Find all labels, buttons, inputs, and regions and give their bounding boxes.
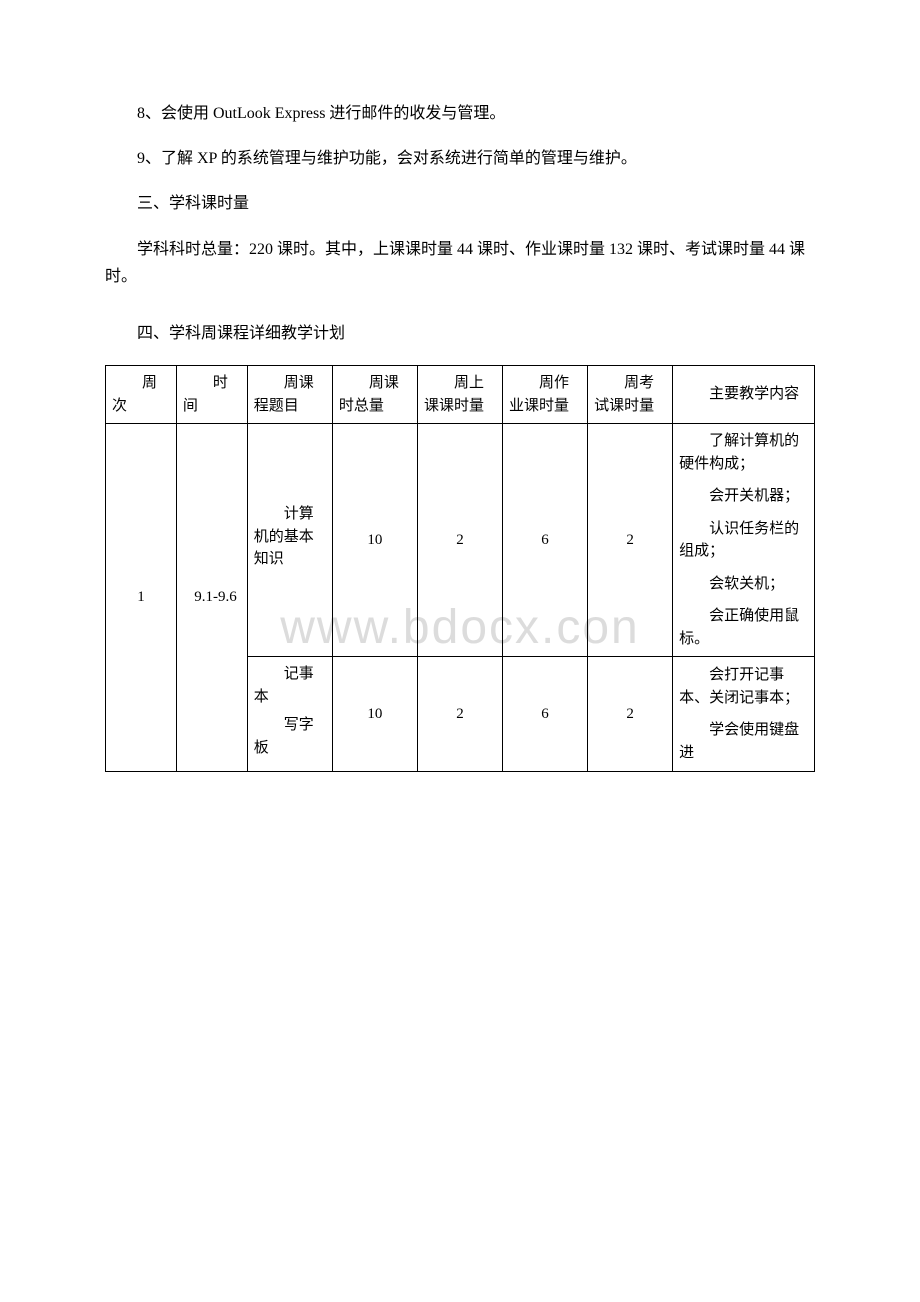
table-header-row: 周次 时间 周课程题目 周课时总量 周上课课时量 周作业课时量 周考试课时量 主… xyxy=(106,366,815,424)
content-item: 会正确使用鼠标。 xyxy=(679,605,808,650)
content-item: 认识任务栏的组成； xyxy=(679,518,808,563)
cell-class-hours: 2 xyxy=(417,657,502,772)
cell-class-hours: 2 xyxy=(417,424,502,657)
cell-content: 会打开记事本、关闭记事本； 学会使用键盘进 xyxy=(673,657,815,772)
header-class-hours: 周上课课时量 xyxy=(417,366,502,424)
section-3-title: 三、学科课时量 xyxy=(105,190,815,217)
topic-text: 计算机的基本知识 xyxy=(254,503,326,571)
paragraph-8: 8、会使用 OutLook Express 进行邮件的收发与管理。 xyxy=(105,100,815,127)
header-time: 时间 xyxy=(176,366,247,424)
content-item: 会打开记事本、关闭记事本； xyxy=(679,664,808,709)
header-exam-hours: 周考试课时量 xyxy=(588,366,673,424)
cell-week-no: 1 xyxy=(106,424,177,772)
cell-exam-hours: 2 xyxy=(588,424,673,657)
cell-homework-hours: 6 xyxy=(503,657,588,772)
teaching-plan-table: 周次 时间 周课程题目 周课时总量 周上课课时量 周作业课时量 周考试课时量 主… xyxy=(105,365,815,772)
cell-total-hours: 10 xyxy=(332,424,417,657)
table-row: 1 9.1-9.6 计算机的基本知识 10 2 6 2 了解计算机的硬件构成； … xyxy=(106,424,815,657)
topic-text: 记事本 xyxy=(254,663,326,708)
header-topic: 周课程题目 xyxy=(247,366,332,424)
content-item: 了解计算机的硬件构成； xyxy=(679,430,808,475)
cell-exam-hours: 2 xyxy=(588,657,673,772)
section-3-body-text: 学科科时总量：220 课时。其中，上课课时量 44 课时、作业课时量 132 课… xyxy=(105,236,815,290)
cell-homework-hours: 6 xyxy=(503,424,588,657)
header-homework-hours: 周作业课时量 xyxy=(503,366,588,424)
topic-text: 写字板 xyxy=(254,714,326,759)
section-4-title: 四、学科周课程详细教学计划 xyxy=(105,320,815,347)
document-content: 8、会使用 OutLook Express 进行邮件的收发与管理。 9、了解 X… xyxy=(105,100,815,772)
cell-total-hours: 10 xyxy=(332,657,417,772)
header-total-hours: 周课时总量 xyxy=(332,366,417,424)
cell-content: 了解计算机的硬件构成； 会开关机器； 认识任务栏的组成； 会软关机； 会正确使用… xyxy=(673,424,815,657)
content-item: 会软关机； xyxy=(679,573,808,596)
header-content: 主要教学内容 xyxy=(673,366,815,424)
cell-time: 9.1-9.6 xyxy=(176,424,247,772)
section-3-body: 学科科时总量：220 课时。其中，上课课时量 44 课时、作业课时量 132 课… xyxy=(105,236,815,290)
header-week-no: 周次 xyxy=(106,366,177,424)
cell-topic: 记事本 写字板 xyxy=(247,657,332,772)
paragraph-9: 9、了解 XP 的系统管理与维护功能，会对系统进行简单的管理与维护。 xyxy=(105,145,815,172)
content-item: 学会使用键盘进 xyxy=(679,719,808,764)
cell-topic: 计算机的基本知识 xyxy=(247,424,332,657)
content-item: 会开关机器； xyxy=(679,485,808,508)
